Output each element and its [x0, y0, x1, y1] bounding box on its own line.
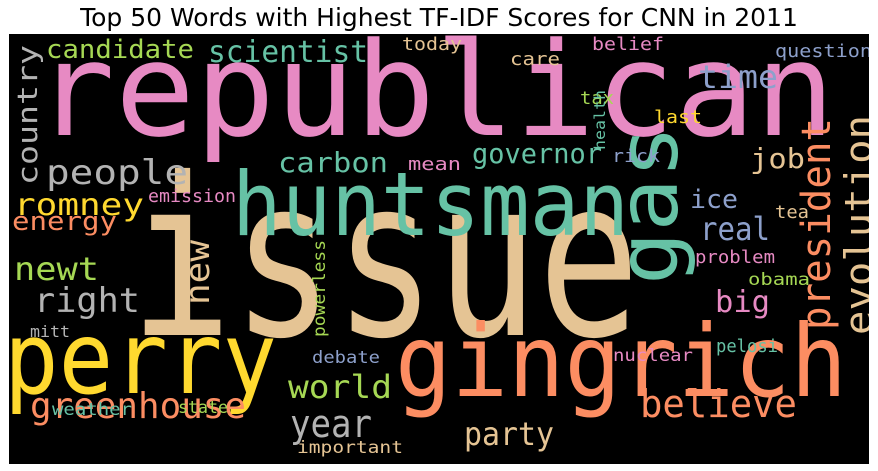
word-romney: romney — [14, 188, 144, 223]
word-debate: debate — [312, 348, 380, 368]
word-gas: gas — [599, 125, 697, 285]
word-candidate: candidate — [46, 35, 194, 65]
word-mean: mean — [408, 154, 461, 175]
word-powerless: powerless — [310, 240, 330, 337]
word-year: year — [290, 402, 372, 446]
word-right: right — [34, 281, 140, 321]
word-question: question — [775, 41, 869, 62]
word-greenhouse: greenhouse — [30, 386, 246, 427]
word-president: president — [794, 118, 840, 330]
word-evolution: evolution — [837, 115, 869, 335]
word-perry: perry — [9, 300, 277, 417]
word-pelosi: pelosi — [716, 336, 778, 357]
word-real: real — [700, 210, 770, 248]
word-nuclear: nuclear — [613, 346, 693, 366]
word-rick: rick — [612, 146, 660, 167]
word-emission: emission — [148, 186, 236, 207]
word-last: last — [654, 107, 702, 128]
word-gingrich: gingrich — [395, 303, 847, 420]
word-problem: problem — [695, 247, 775, 268]
word-belief: belief — [592, 34, 664, 55]
word-huntsman: huntsman — [232, 153, 629, 256]
word-country: country — [11, 45, 44, 185]
word-carbon: carbon — [278, 146, 388, 179]
word-republican: republican — [35, 34, 835, 166]
word-important: important — [297, 438, 403, 458]
word-weather: weather — [52, 400, 132, 420]
word-scientist: scientist — [208, 35, 368, 70]
word-tea: tea — [775, 202, 809, 223]
word-care: care — [510, 49, 560, 70]
word-mitt: mitt — [30, 322, 70, 341]
word-big: big — [715, 285, 770, 320]
word-governor: governor — [472, 137, 602, 170]
word-today: today — [402, 34, 462, 55]
word-cloud-background — [9, 34, 869, 464]
word-time: time — [698, 58, 778, 96]
word-obama: obama — [748, 270, 810, 290]
word-cloud: issue republican huntsman gingrich perry gas p… — [9, 34, 869, 464]
word-newt: newt — [14, 250, 99, 288]
word-tax: tax — [580, 88, 614, 109]
word-state: state — [178, 398, 228, 418]
word-job: job — [750, 142, 805, 175]
word-party: party — [464, 415, 554, 453]
word-believe: believe — [640, 382, 797, 426]
word-energy: energy — [12, 207, 117, 237]
word-ice: ice — [690, 185, 738, 215]
word-new: new — [178, 239, 218, 305]
word-health: health — [591, 90, 609, 150]
chart-title: Top 50 Words with Highest TF-IDF Scores … — [80, 3, 798, 32]
word-people: people — [46, 153, 188, 193]
word-world: world — [288, 368, 392, 406]
word-issue: issue — [130, 131, 640, 387]
